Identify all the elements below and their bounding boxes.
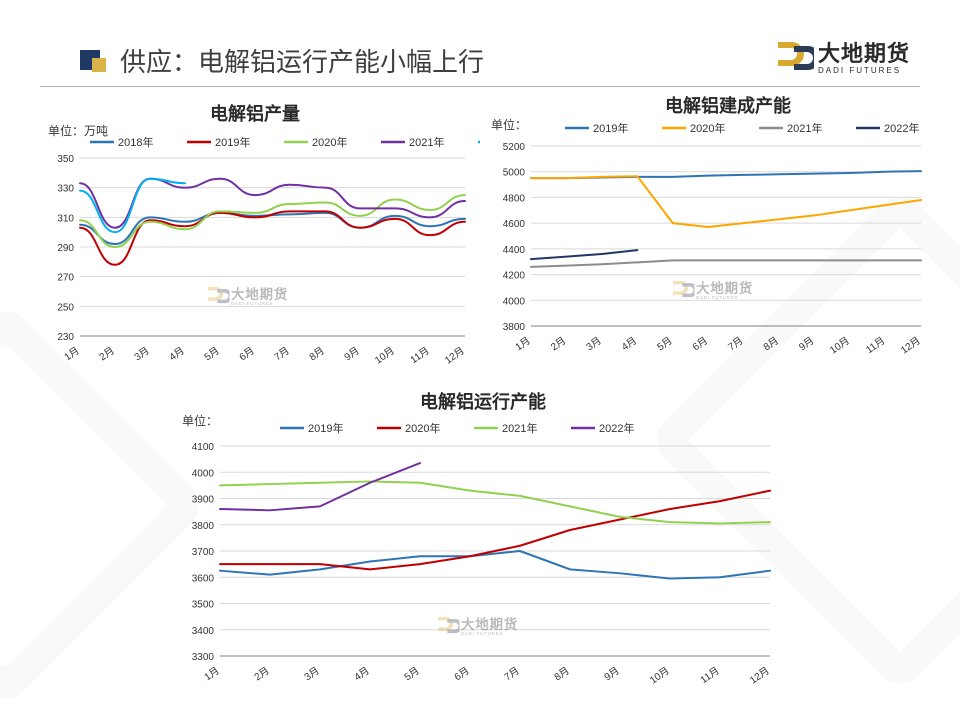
svg-text:3800: 3800	[503, 322, 526, 333]
svg-text:4月: 4月	[352, 665, 372, 684]
svg-text:250: 250	[57, 302, 74, 313]
svg-text:1月: 1月	[202, 665, 222, 684]
svg-text:290: 290	[57, 243, 74, 254]
svg-text:3900: 3900	[192, 495, 215, 506]
svg-text:5月: 5月	[202, 345, 222, 364]
svg-text:12月: 12月	[748, 665, 772, 687]
svg-text:2021年: 2021年	[502, 421, 537, 435]
svg-text:7月: 7月	[726, 335, 746, 354]
chart-capacity-built: 电解铝建成产能 单位： 3800400042004400460048005000…	[485, 92, 935, 362]
svg-text:8月: 8月	[552, 665, 572, 684]
svg-text:5200: 5200	[503, 142, 526, 153]
chart2-svg: 3800 4000 4200 4400 4600 4800 5000 5200 1月 2月 3月 4月…	[485, 92, 935, 362]
chart-capacity-running: 电解铝运行产能 单位： 3300340035003600370038003900…	[170, 388, 790, 698]
svg-text:7月: 7月	[272, 345, 292, 364]
svg-text:12月: 12月	[443, 345, 467, 367]
svg-text:3700: 3700	[192, 547, 215, 558]
title-marker-gold	[92, 58, 106, 72]
svg-text:3400: 3400	[192, 626, 215, 637]
svg-text:10月: 10月	[648, 665, 672, 687]
svg-text:270: 270	[57, 273, 74, 284]
svg-text:6月: 6月	[690, 335, 710, 354]
logo-text: 大地期货 DADI FUTURES	[818, 36, 910, 75]
svg-text:3300: 3300	[192, 652, 215, 663]
svg-text:2021年: 2021年	[787, 121, 822, 135]
svg-text:4100: 4100	[192, 442, 215, 453]
svg-text:4800: 4800	[503, 193, 526, 204]
svg-text:2018年: 2018年	[118, 135, 153, 149]
page-header: 供应：电解铝运行产能小幅上行 大地期货 DADI FUTURES	[0, 18, 960, 78]
svg-text:9月: 9月	[797, 335, 817, 354]
svg-text:350: 350	[57, 154, 74, 165]
logo-icon	[772, 38, 814, 74]
svg-text:2022年: 2022年	[884, 121, 919, 135]
svg-text:3月: 3月	[302, 665, 322, 684]
svg-text:11月: 11月	[864, 335, 888, 357]
svg-text:10月: 10月	[373, 345, 397, 367]
svg-text:2022年: 2022年	[599, 421, 634, 435]
svg-text:11月: 11月	[698, 665, 722, 687]
svg-text:6月: 6月	[237, 345, 257, 364]
svg-text:4000: 4000	[192, 468, 215, 479]
svg-text:2019年: 2019年	[215, 135, 250, 149]
svg-text:4000: 4000	[503, 296, 526, 307]
svg-text:11月: 11月	[408, 345, 432, 367]
svg-text:8月: 8月	[307, 345, 327, 364]
svg-text:6月: 6月	[452, 665, 472, 684]
svg-text:4400: 4400	[503, 245, 526, 256]
svg-text:5000: 5000	[503, 168, 526, 179]
svg-text:3800: 3800	[192, 521, 215, 532]
chart3-svg: 3300 3400 3500 3600 3700 3800 3900 4000 4100 1月 2月…	[170, 388, 790, 698]
page-title: 供应：电解铝运行产能小幅上行	[120, 42, 484, 79]
svg-text:5月: 5月	[402, 665, 422, 684]
svg-text:3月: 3月	[584, 335, 604, 354]
chart-production: 电解铝产量 单位：万吨 2302502702903103303501月2月3月4…	[40, 100, 480, 370]
svg-text:8月: 8月	[761, 335, 781, 354]
svg-text:3月: 3月	[132, 345, 152, 364]
svg-text:9月: 9月	[342, 345, 362, 364]
svg-text:9月: 9月	[602, 665, 622, 684]
logo-text-cn: 大地期货	[818, 36, 910, 68]
svg-text:1月: 1月	[62, 345, 82, 364]
svg-text:3600: 3600	[192, 573, 215, 584]
svg-text:4月: 4月	[167, 345, 187, 364]
logo-text-en: DADI FUTURES	[818, 66, 910, 75]
svg-text:2019年: 2019年	[308, 421, 343, 435]
svg-text:10月: 10月	[828, 335, 852, 357]
svg-text:12月: 12月	[899, 335, 923, 357]
svg-text:2月: 2月	[97, 345, 117, 364]
svg-text:2020年: 2020年	[690, 121, 725, 135]
svg-text:4600: 4600	[503, 219, 526, 230]
svg-text:4月: 4月	[619, 335, 639, 354]
svg-text:2020年: 2020年	[405, 421, 440, 435]
svg-text:4200: 4200	[503, 271, 526, 282]
svg-text:2月: 2月	[252, 665, 272, 684]
svg-text:2021年: 2021年	[409, 135, 444, 149]
header-divider	[40, 86, 920, 87]
brand-logo: 大地期货 DADI FUTURES	[772, 36, 910, 75]
svg-text:2月: 2月	[549, 335, 569, 354]
svg-text:2020年: 2020年	[312, 135, 347, 149]
svg-text:5月: 5月	[655, 335, 675, 354]
svg-text:2019年: 2019年	[593, 121, 628, 135]
chart1-svg: 230 250 270 290 310 330 350 1月 2月 3月 4月 5月 6月 7月 8月 9月 1…	[40, 100, 480, 370]
svg-text:230: 230	[57, 332, 74, 343]
svg-text:310: 310	[57, 213, 74, 224]
svg-text:1月: 1月	[513, 335, 533, 354]
svg-text:3500: 3500	[192, 600, 215, 611]
svg-text:330: 330	[57, 184, 74, 195]
svg-text:7月: 7月	[502, 665, 522, 684]
